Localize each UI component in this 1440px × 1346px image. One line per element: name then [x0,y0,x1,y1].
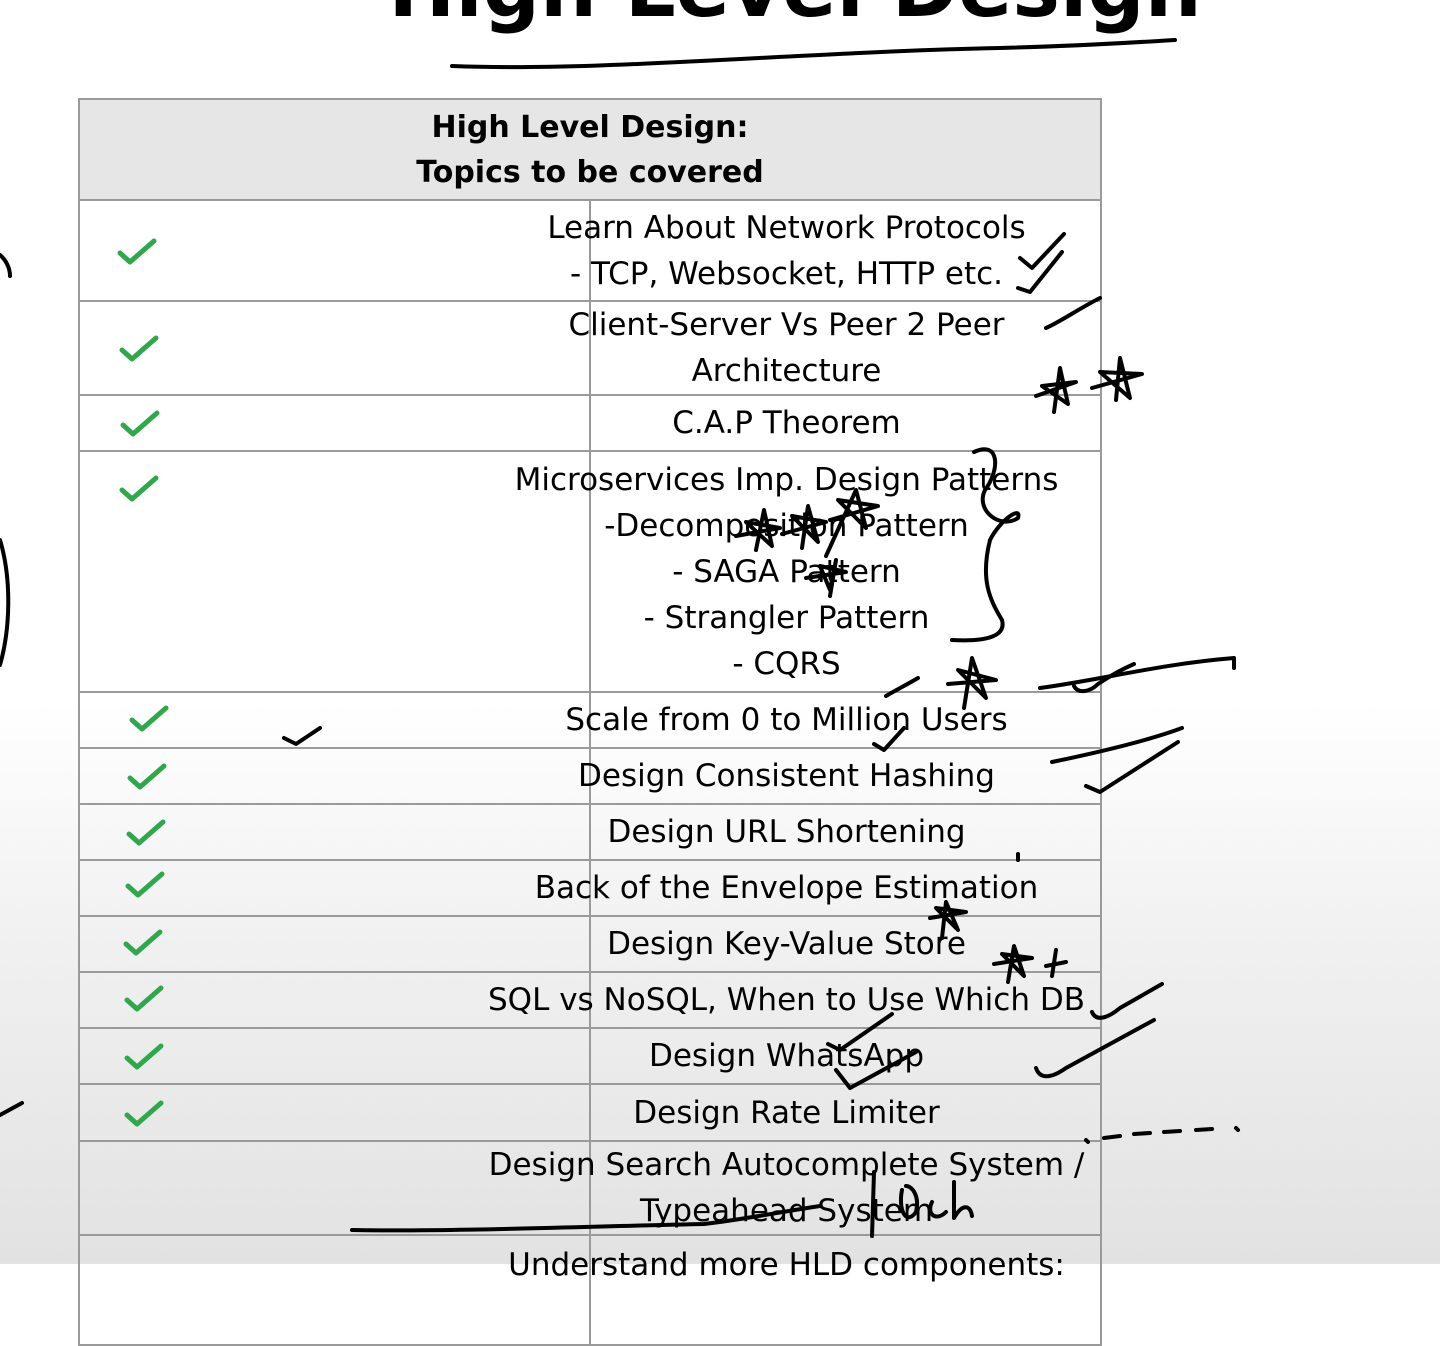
check-icon [124,985,164,1012]
table-row: Back of the Envelope Estimation [78,859,1102,917]
check-icon [124,1043,164,1070]
topic-line: - Strangler Pattern [643,599,930,636]
table-row: Design WhatsApp [78,1027,1102,1085]
check-cell [78,394,591,452]
table-row: Design URL Shortening [78,803,1102,861]
topic-line: Design Rate Limiter [633,1094,940,1131]
topic-cell: Client-Server Vs Peer 2 Peer Architectur… [568,300,1102,396]
title-underline [450,38,1177,70]
check-cell [78,915,591,973]
table-row: Design Consistent Hashing [78,747,1102,805]
check-icon [119,335,159,362]
topic-cell: Design WhatsApp [589,1027,1102,1085]
topic-line: Scale from 0 to Million Users [565,702,1008,738]
check-icon [125,871,165,898]
table-row: C.A.P Theorem [78,394,1102,452]
edge-mark [0,538,11,667]
topic-line: Microservices Imp. Design Patterns [514,461,1059,498]
check-cell [78,300,591,396]
check-cell [78,971,591,1029]
topic-cell: Design Search Autocomplete System / Type… [489,1140,1102,1236]
topic-cell: Learn About Network Protocols - TCP, Web… [547,199,1102,302]
topic-cell: Back of the Envelope Estimation [535,859,1102,917]
table-row: Microservices Imp. Design Patterns -Deco… [78,450,1102,693]
topic-line: Design Consistent Hashing [578,758,995,794]
topic-line: Understand more HLD components: [508,1247,1065,1283]
topic-line: - SAGA Pattern [672,553,901,590]
check-cell [78,199,591,302]
table-row: Learn About Network Protocols - TCP, Web… [78,199,1102,302]
topic-line: - CQRS [732,645,841,682]
topic-line: Client-Server Vs Peer 2 Peer Architectur… [568,307,1005,389]
check-cell [78,803,591,861]
check-icon [123,929,163,956]
tick-icon [1090,982,1164,1020]
topic-line: - TCP, Websocket, HTTP etc. [569,255,1004,292]
table-header-row: High Level Design: Topics to be covered [78,98,1102,201]
check-icon [119,475,159,502]
topic-cell: Design URL Shortening [589,803,1102,861]
topic-line: Design Key-Value Store [607,926,966,962]
topics-table: High Level Design: Topics to be covered … [78,98,1102,1346]
check-icon [117,238,157,264]
table-row: Design Key-Value Store [78,915,1102,973]
table-row: Design Rate Limiter [78,1083,1102,1142]
topic-cell: Microservices Imp. Design Patterns -Deco… [515,450,1102,693]
topic-line: Back of the Envelope Estimation [534,870,1039,906]
topic-line: Learn About Network Protocols [547,209,1026,246]
topic-cell: Design Rate Limiter [589,1083,1102,1142]
table-row: SQL vs NoSQL, When to Use Which DB [78,971,1102,1029]
table-row: Client-Server Vs Peer 2 Peer Architectur… [78,300,1102,396]
topic-cell: SQL vs NoSQL, When to Use Which DB [488,971,1102,1029]
check-cell [78,1027,591,1085]
edge-mark [0,253,12,278]
table-header-line-2: Topics to be covered [416,154,764,190]
topic-cell: Design Key-Value Store [589,915,1102,973]
table-header: High Level Design: Topics to be covered [78,98,1102,201]
edge-mark [0,1101,24,1117]
check-cell [78,450,591,693]
topic-line: C.A.P Theorem [672,405,901,441]
check-icon [120,410,160,437]
topic-cell: Understand more HLD components: [508,1234,1102,1346]
topic-line: Design URL Shortening [607,814,966,850]
check-cell [78,747,591,805]
check-cell [78,1083,591,1142]
check-icon [129,705,169,732]
topic-cell: Scale from 0 to Million Users [565,691,1102,749]
check-cell [78,691,591,749]
dashed-mark [1084,1126,1240,1144]
table-header-line-1: High Level Design: [431,109,749,145]
topic-line: Design WhatsApp [648,1038,925,1074]
topic-line: Design Search Autocomplete System / Type… [488,1147,1085,1229]
check-icon [127,763,167,790]
topic-cell: C.A.P Theorem [589,394,1102,452]
topic-line: -Decomposition Pattern [604,507,969,544]
topic-cell: Design Consistent Hashing [578,747,1102,805]
table-row: Scale from 0 to Million Users [78,691,1102,749]
page-title: High Level Design [0,0,1440,35]
check-cell [78,859,591,917]
table-row: Understand more HLD components: [78,1234,1102,1346]
table-row: Design Search Autocomplete System / Type… [78,1140,1102,1236]
topic-line: SQL vs NoSQL, When to Use Which DB [488,982,1085,1018]
check-icon [124,1100,164,1126]
check-icon [126,819,166,846]
